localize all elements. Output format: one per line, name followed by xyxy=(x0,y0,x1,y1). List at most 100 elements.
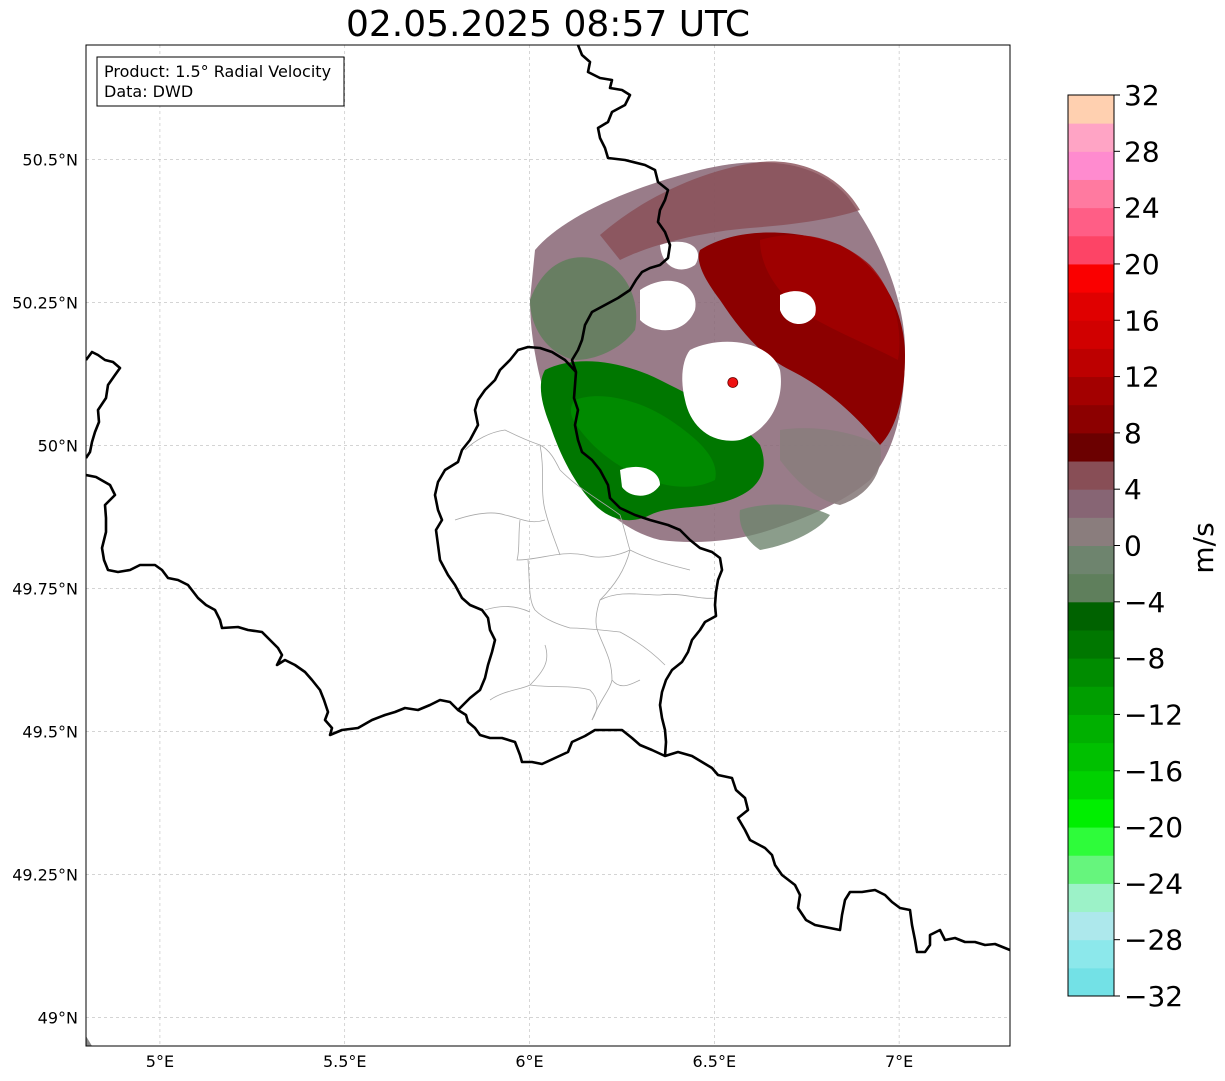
lon-tick-label: 5°E xyxy=(146,1052,174,1071)
colorbar-tick-label: 24 xyxy=(1124,192,1160,225)
echo-gap-center xyxy=(682,341,781,441)
colorbar-segment xyxy=(1068,207,1114,237)
admin-line xyxy=(464,429,561,471)
echo-region-west-greygreen xyxy=(530,257,637,360)
colorbar-segment xyxy=(1068,95,1114,124)
colorbar-segment xyxy=(1068,911,1114,941)
lat-tick-label: 50.25°N xyxy=(12,293,78,312)
lat-tick-label: 49°N xyxy=(38,1008,78,1027)
admin-line xyxy=(454,512,546,523)
colorbar-segment xyxy=(1068,179,1114,209)
colorbar-tick-label: 20 xyxy=(1124,248,1160,281)
echo-gap-1 xyxy=(640,280,696,331)
lat-tick-label: 50°N xyxy=(38,436,78,455)
radial-velocity-field xyxy=(530,161,905,550)
admin-line xyxy=(599,593,716,601)
longitude-labels: 5°E 5.5°E 6°E 6.5°E 7°E xyxy=(146,1052,913,1071)
admin-line xyxy=(569,627,666,666)
colorbar-segment xyxy=(1068,714,1114,744)
info-data-source-text: Data: DWD xyxy=(104,82,193,101)
colorbar-tick-label: −12 xyxy=(1124,698,1183,731)
latitude-labels: 50.5°N 50.25°N 50°N 49.75°N 49.5°N 49.25°N 49°… xyxy=(12,150,78,1027)
colorbar xyxy=(1068,95,1114,997)
colorbar-tick-label: −20 xyxy=(1124,811,1183,844)
colorbar-ticks: 32 28 24 20 16 12 8 4 0 −4 −8 −12 −16 −20 −24 −28 −32 xyxy=(1114,79,1183,1013)
admin-line xyxy=(527,559,571,629)
lat-tick-label: 50.5°N xyxy=(22,150,78,169)
colorbar-tick-label: 16 xyxy=(1124,304,1160,337)
colorbar-segment xyxy=(1068,967,1114,997)
admin-line xyxy=(539,444,561,556)
colorbar-segment xyxy=(1068,545,1114,575)
country-borders xyxy=(86,45,1010,954)
admin-line xyxy=(484,606,531,613)
echo-region-southeast-band xyxy=(739,504,830,550)
colorbar-segment xyxy=(1068,320,1114,349)
info-product-text: Product: 1.5° Radial Velocity xyxy=(104,62,331,81)
admin-line xyxy=(559,469,691,571)
colorbar-segment xyxy=(1068,742,1114,772)
admin-line xyxy=(591,679,613,721)
colorbar-segment xyxy=(1068,489,1114,518)
colorbar-segment xyxy=(1068,939,1114,969)
colorbar-tick-label: −28 xyxy=(1124,924,1183,957)
colorbar-segment xyxy=(1068,376,1114,406)
info-box: Product: 1.5° Radial Velocity Data: DWD xyxy=(96,56,345,107)
colorbar-tick-label: 4 xyxy=(1124,473,1142,506)
colorbar-tick-label: −32 xyxy=(1124,980,1183,1013)
colorbar-tick-label: 12 xyxy=(1124,361,1160,394)
map-title: 02.05.2025 08:57 UTC xyxy=(345,4,751,45)
radar-site-marker xyxy=(727,377,739,388)
colorbar-segment xyxy=(1068,263,1114,293)
colorbar-segment xyxy=(1068,348,1114,378)
border-belgium-netherlands xyxy=(86,350,122,459)
lon-tick-label: 6°E xyxy=(515,1052,543,1071)
border-france-south xyxy=(86,473,1010,954)
plot-frame xyxy=(85,44,1011,1047)
lon-tick-label: 6.5°E xyxy=(693,1052,737,1071)
colorbar-segment xyxy=(1068,517,1114,546)
colorbar-segment xyxy=(1068,883,1114,913)
colorbar-segment xyxy=(1068,432,1114,462)
echo-gap-3 xyxy=(620,466,660,496)
colorbar-tick-label: 28 xyxy=(1124,135,1160,168)
map-background xyxy=(86,45,1010,1046)
colorbar-tick-label: 0 xyxy=(1124,530,1142,563)
graticule xyxy=(86,45,1010,1046)
lat-tick-label: 49.25°N xyxy=(12,865,78,884)
colorbar-segment xyxy=(1068,404,1114,434)
echo-region-east-zero xyxy=(780,428,881,505)
lon-tick-label: 5.5°E xyxy=(323,1052,367,1071)
colorbar-segment xyxy=(1068,151,1114,180)
colorbar-segment xyxy=(1068,601,1114,631)
echo-gap-2 xyxy=(780,291,816,325)
lat-tick-label: 49.5°N xyxy=(22,722,78,741)
colorbar-unit-label: m/s xyxy=(1187,522,1220,573)
admin-line xyxy=(516,519,631,561)
colorbar-tick-label: −4 xyxy=(1124,586,1165,619)
colorbar-segment xyxy=(1068,235,1114,265)
echo-region-approaching-max xyxy=(570,396,716,487)
colorbar-tick-label: 32 xyxy=(1124,79,1160,112)
corner-artefact xyxy=(86,1036,92,1046)
colorbar-segment xyxy=(1068,123,1114,152)
admin-boundaries xyxy=(454,429,716,721)
colorbar-segment xyxy=(1068,658,1114,687)
colorbar-segment xyxy=(1068,798,1114,828)
colorbar-tick-label: −8 xyxy=(1124,642,1165,675)
colorbar-segment xyxy=(1068,855,1114,884)
colorbar-tick-label: −24 xyxy=(1124,867,1183,900)
colorbar-segment xyxy=(1068,573,1114,603)
lon-tick-label: 7°E xyxy=(885,1052,913,1071)
colorbar-segment xyxy=(1068,629,1114,659)
colorbar-tick-label: 8 xyxy=(1124,417,1142,450)
colorbar-segment xyxy=(1068,770,1114,800)
colorbar-segment xyxy=(1068,686,1114,715)
admin-line xyxy=(595,549,631,633)
colorbar-segment xyxy=(1068,292,1114,321)
echo-region-receding-max xyxy=(760,234,900,360)
info-box-frame xyxy=(96,56,345,107)
border-germany-west xyxy=(570,45,724,757)
colorbar-segment xyxy=(1068,827,1114,856)
